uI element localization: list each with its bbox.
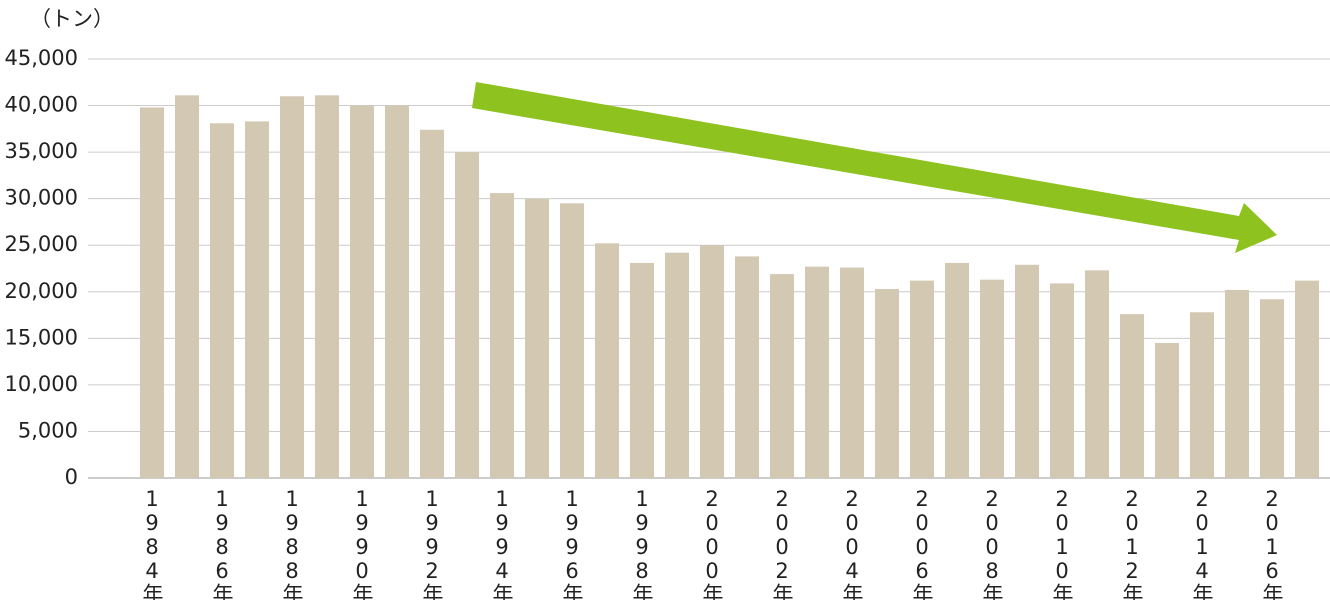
y-tick-label: 40,000 bbox=[5, 93, 78, 117]
y-tick-label: 25,000 bbox=[5, 232, 78, 256]
bar bbox=[665, 252, 689, 478]
bar bbox=[455, 152, 479, 478]
bar bbox=[210, 123, 234, 478]
y-tick-label: 0 bbox=[65, 465, 78, 489]
bar bbox=[175, 95, 199, 479]
bar bbox=[560, 203, 584, 479]
x-tick-label: 2006年 bbox=[910, 487, 934, 600]
bar bbox=[1120, 314, 1144, 478]
x-tick-label: 1998年 bbox=[630, 487, 654, 600]
x-tick-label: 1984年 bbox=[140, 487, 164, 600]
x-tick-label: 2002年 bbox=[770, 487, 794, 600]
bar bbox=[910, 280, 934, 478]
bar bbox=[420, 129, 444, 478]
bar bbox=[595, 243, 619, 478]
bars bbox=[140, 95, 1319, 479]
bar bbox=[1015, 264, 1039, 478]
bar bbox=[315, 95, 339, 479]
bar bbox=[1260, 299, 1284, 478]
bar bbox=[770, 274, 794, 478]
y-tick-label: 20,000 bbox=[5, 279, 78, 303]
bar bbox=[1190, 312, 1214, 478]
x-tick-label: 1988年 bbox=[280, 487, 304, 600]
bar bbox=[140, 107, 164, 478]
x-tick-label: 1990年 bbox=[350, 487, 374, 600]
y-tick-label: 35,000 bbox=[5, 139, 78, 163]
bar bbox=[525, 198, 549, 478]
x-tick-label: 1992年 bbox=[420, 487, 444, 600]
y-tick-label: 45,000 bbox=[5, 46, 78, 70]
x-tick-label: 1994年 bbox=[490, 487, 514, 600]
bar bbox=[875, 288, 899, 478]
bar bbox=[245, 121, 269, 478]
bar bbox=[385, 105, 409, 479]
bar bbox=[700, 245, 724, 478]
x-tick-label: 2000年 bbox=[700, 487, 724, 600]
x-tick-label: 2008年 bbox=[980, 487, 1004, 600]
x-tick-label: 2016年 bbox=[1260, 487, 1284, 600]
x-tick-label: 2010年 bbox=[1050, 487, 1074, 600]
bar bbox=[840, 267, 864, 478]
x-tick-label: 2014年 bbox=[1190, 487, 1214, 600]
bar bbox=[1085, 270, 1109, 478]
bar bbox=[350, 105, 374, 479]
x-tick-label: 2012年 bbox=[1120, 487, 1144, 600]
x-tick-label: 1986年 bbox=[210, 487, 234, 600]
y-tick-label: 5,000 bbox=[18, 418, 78, 442]
bar bbox=[945, 262, 969, 478]
bar bbox=[630, 262, 654, 478]
x-tick-label: 1996年 bbox=[560, 487, 584, 600]
bar bbox=[735, 256, 759, 478]
y-tick-label: 30,000 bbox=[5, 186, 78, 210]
bar bbox=[1225, 289, 1249, 478]
bar bbox=[1295, 280, 1319, 478]
y-tick-label: 10,000 bbox=[5, 372, 78, 396]
bar bbox=[980, 279, 1004, 478]
bar bbox=[280, 96, 304, 478]
trend-arrow bbox=[472, 82, 1277, 253]
x-tick-label: 2004年 bbox=[840, 487, 864, 600]
bar bbox=[1155, 342, 1179, 478]
y-tick-label: 15,000 bbox=[5, 325, 78, 349]
bar bbox=[805, 266, 829, 478]
y-unit: （トン） bbox=[30, 7, 114, 31]
bar bbox=[1050, 283, 1074, 478]
bar bbox=[490, 193, 514, 478]
